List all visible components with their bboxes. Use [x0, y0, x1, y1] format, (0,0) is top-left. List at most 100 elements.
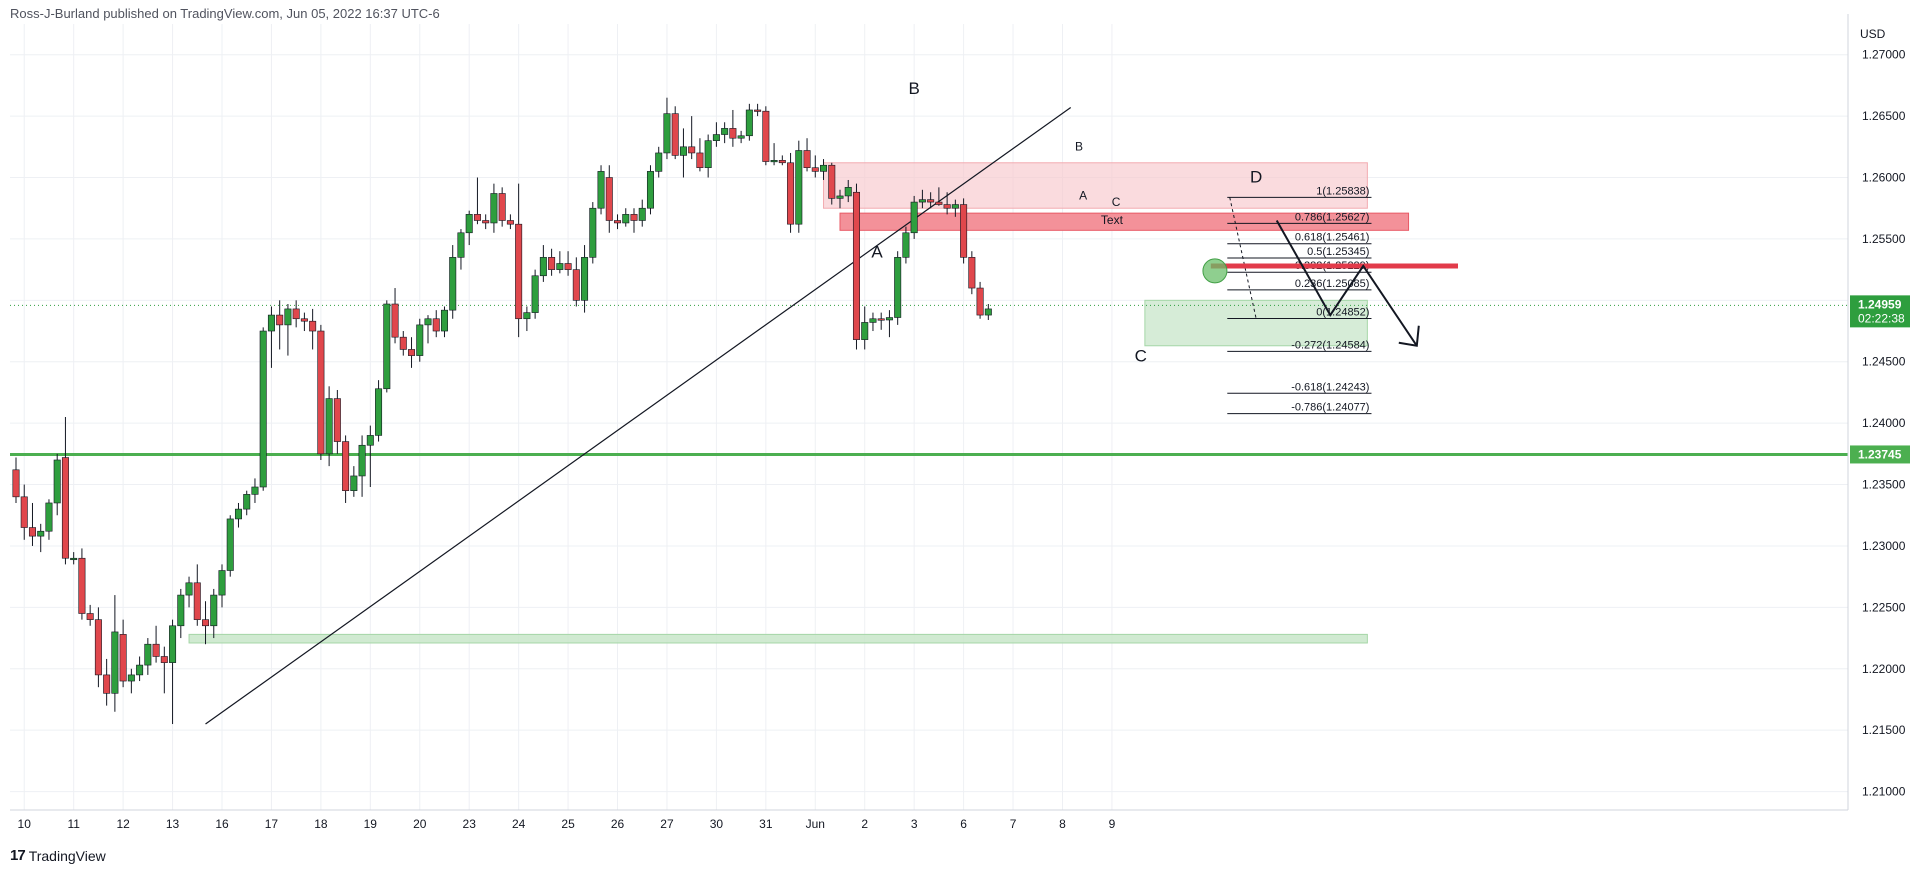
candle-up	[869, 318, 877, 323]
fib-level-label: 1(1.25838)	[1316, 185, 1369, 197]
candle-down	[852, 191, 860, 340]
candle-down	[103, 674, 111, 694]
drawing-layer: 1(1.25838) 0.786(1.25627) 0.618(1.25461) 0.…	[10, 107, 1848, 725]
candle-down	[688, 146, 696, 154]
time-tick-label: 9	[1109, 817, 1116, 831]
time-tick-label: 19	[364, 817, 378, 831]
time-tick-label: 17	[265, 817, 279, 831]
candle-up	[251, 486, 259, 495]
candle-up	[185, 582, 193, 596]
candle-up	[655, 152, 663, 172]
candle-down	[408, 349, 416, 356]
candle-up	[375, 388, 383, 436]
candle-down	[193, 582, 201, 620]
candle-up	[679, 146, 687, 156]
time-tick-label: 16	[215, 817, 229, 831]
candle-up	[844, 187, 852, 197]
time-tick-label: Jun	[806, 817, 825, 831]
candle-down	[94, 619, 102, 676]
candle-down	[506, 220, 514, 225]
time-tick-label: 7	[1010, 817, 1017, 831]
time-tick-label: 18	[314, 817, 328, 831]
projection-arrowhead	[1398, 325, 1420, 347]
candle-down	[572, 269, 580, 301]
candle-down	[630, 214, 638, 221]
current-price-tag	[1850, 295, 1910, 328]
candle-down	[927, 199, 935, 203]
zone-layer	[188, 162, 1410, 644]
time-tick-label: 11	[67, 817, 80, 831]
candle-up	[646, 171, 654, 209]
wave-label: A	[871, 242, 883, 261]
candle-down	[828, 164, 836, 199]
time-tick-label: 24	[512, 817, 526, 831]
time-tick-label: 8	[1059, 817, 1066, 831]
time-tick-label: 6	[960, 817, 967, 831]
candle-up	[440, 309, 448, 332]
candle-down	[28, 527, 36, 537]
wave-label: C	[1135, 347, 1147, 366]
candle-up	[127, 674, 135, 682]
candle-down	[152, 643, 160, 657]
candle-up	[556, 263, 564, 270]
tradingview-footer[interactable]: 17 TradingView	[10, 847, 106, 864]
candle-up	[267, 314, 275, 332]
candle-up	[210, 594, 218, 627]
candle-down	[548, 257, 556, 270]
candle-down	[300, 318, 308, 322]
candle-up	[424, 318, 432, 326]
candle-up	[358, 444, 366, 477]
candle-down	[317, 330, 325, 455]
candle-up	[169, 625, 177, 663]
candle-down	[976, 287, 984, 316]
candle-down	[811, 167, 819, 172]
currency-label: USD	[1860, 27, 1886, 41]
candle-up	[37, 530, 45, 537]
trendline	[205, 107, 1072, 725]
zone-supply-strong	[839, 212, 1410, 231]
candle-up	[638, 207, 646, 221]
wave-label: B	[1075, 139, 1083, 153]
time-tick-label: 31	[759, 817, 773, 831]
candle-up	[490, 193, 498, 224]
brand-name: TradingView	[28, 847, 106, 864]
time-tick-label: 2	[861, 817, 868, 831]
candle-up	[918, 199, 926, 203]
price-tick-label: 1.25500	[1862, 232, 1906, 246]
candle-down	[119, 634, 127, 682]
candle-up	[53, 459, 61, 504]
projection-path	[1275, 220, 1418, 347]
wave-label: D	[1250, 167, 1262, 186]
fib-level-label: 0.5(1.25345)	[1307, 246, 1369, 258]
price-tick-label: 1.27000	[1862, 48, 1906, 62]
candle-up	[416, 324, 424, 356]
time-axis: 10 11 12 13 16 17 18 19 20 23 24 25 26 27 30 31 Jun 2 3 6 7 8…	[10, 809, 1848, 831]
candle-down	[482, 220, 490, 224]
candle-down	[498, 193, 506, 221]
candle-down	[333, 398, 341, 442]
fib-anchor-line	[1229, 197, 1257, 319]
candle-up	[457, 232, 465, 258]
candle-up	[111, 631, 119, 694]
current-price-tag-label: 1.24959	[1858, 297, 1902, 311]
price-tick-label: 1.22000	[1862, 662, 1906, 676]
zone-demand-light	[1144, 299, 1368, 347]
fib-level-label: 0.236(1.25085)	[1295, 278, 1370, 290]
time-tick-label: 13	[166, 817, 180, 831]
candle-up	[984, 308, 992, 316]
time-tick-label: 30	[710, 817, 724, 831]
candle-down	[877, 318, 885, 321]
candle-down	[605, 177, 613, 221]
fib-level-label: -0.786(1.24077)	[1291, 402, 1369, 414]
candle-down	[12, 469, 20, 498]
candle-up	[449, 257, 457, 311]
candle-down	[614, 220, 622, 224]
candle-up	[589, 207, 597, 258]
candle-up	[902, 232, 910, 258]
price-tick-label: 1.21000	[1862, 785, 1906, 799]
candle-up	[770, 160, 778, 163]
candle-up	[836, 195, 844, 199]
candle-up	[712, 134, 720, 141]
candle-up	[136, 664, 144, 676]
